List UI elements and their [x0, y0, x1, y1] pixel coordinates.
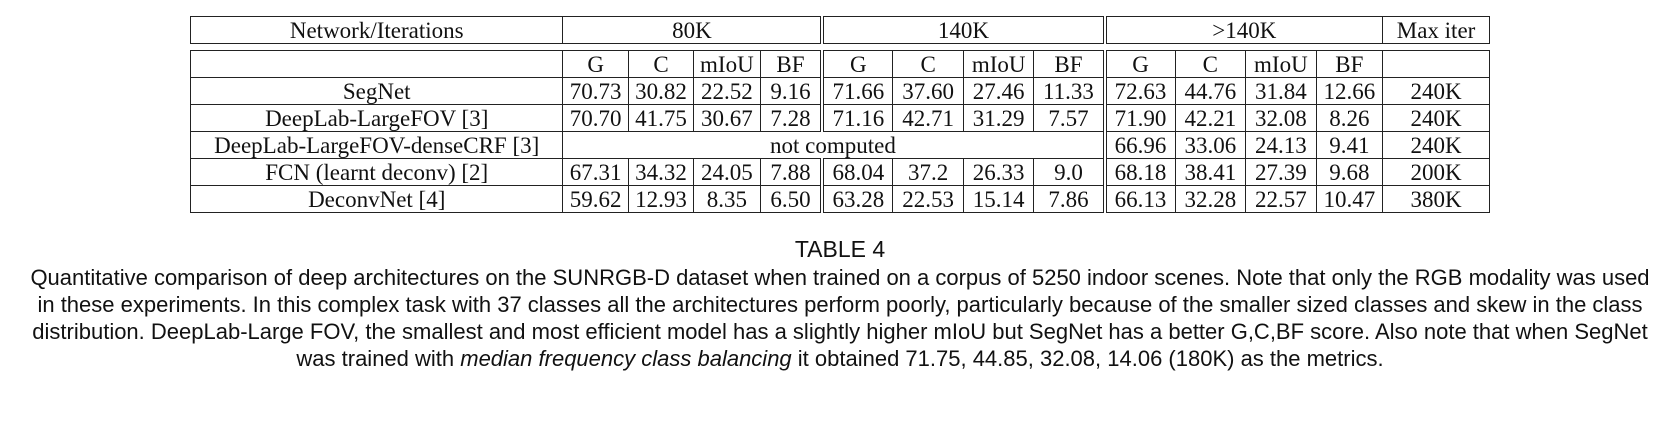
group-header-80k: 80K [562, 16, 823, 44]
cell: 7.88 [759, 158, 823, 186]
cell: 31.84 [1245, 77, 1317, 105]
cell: 9.68 [1315, 158, 1384, 186]
cell: 22.53 [892, 185, 964, 213]
table-row: SegNet 70.73 30.82 22.52 9.16 71.66 37.6… [189, 77, 1490, 105]
cell: 70.73 [562, 77, 629, 105]
cell: 6.50 [759, 185, 823, 213]
cell: 7.86 [1033, 185, 1105, 213]
table-row: DeepLab-LargeFOV [3] 70.70 41.75 30.67 7… [189, 104, 1490, 132]
cell: 68.04 [820, 158, 894, 186]
table-row: FCN (learnt deconv) [2] 67.31 34.32 24.0… [189, 158, 1490, 186]
cell: 10.47 [1315, 185, 1384, 213]
sub-header-c: C [892, 50, 964, 78]
cell: 38.41 [1174, 158, 1247, 186]
sub-header-empty [189, 50, 564, 78]
caption-text: Quantitative comparison of deep architec… [30, 265, 1649, 371]
caption-text-part: it obtained 71.75, 44.85, 32.08, 14.06 (… [791, 346, 1384, 371]
cell: 15.14 [962, 185, 1035, 213]
sub-header-miou: mIoU [962, 50, 1035, 78]
cell: 30.82 [627, 77, 695, 105]
sub-header-c: C [627, 50, 695, 78]
cell: 33.06 [1174, 131, 1247, 159]
header-gap [191, 44, 1490, 51]
cell: 9.41 [1315, 131, 1384, 159]
cell-max-iter: 200K [1382, 158, 1490, 186]
cell: 67.31 [562, 158, 629, 186]
cell: 66.13 [1102, 185, 1176, 213]
table-number: TABLE 4 [794, 236, 886, 262]
sub-header-row: G C mIoU BF G C mIoU BF G C mIoU BF [189, 50, 1490, 78]
table-row: DeconvNet [4] 59.62 12.93 8.35 6.50 63.2… [189, 185, 1490, 213]
row-network-name: DeconvNet [4] [189, 185, 564, 213]
sub-header-g: G [820, 50, 894, 78]
sub-header-g: G [1102, 50, 1176, 78]
cell: 42.21 [1174, 104, 1247, 132]
cell: 7.28 [759, 104, 823, 132]
sub-header-bf: BF [1033, 50, 1105, 78]
cell: 8.26 [1315, 104, 1384, 132]
max-iter-header: Max iter [1382, 16, 1490, 44]
cell: 32.08 [1245, 104, 1317, 132]
cell: 27.39 [1245, 158, 1317, 186]
cell: 34.32 [627, 158, 695, 186]
cell: 9.16 [759, 77, 823, 105]
cell: 37.2 [892, 158, 964, 186]
cell: 44.76 [1174, 77, 1247, 105]
cell: 37.60 [892, 77, 964, 105]
cell: 32.28 [1174, 185, 1247, 213]
sub-header-bf: BF [1315, 50, 1384, 78]
sub-header-miou: mIoU [1245, 50, 1317, 78]
cell: 12.93 [627, 185, 695, 213]
cell: 8.35 [693, 185, 761, 213]
cell: 9.0 [1033, 158, 1105, 186]
cell: 72.63 [1102, 77, 1176, 105]
cell: 41.75 [627, 104, 695, 132]
cell: 12.66 [1315, 77, 1384, 105]
cell: 30.67 [693, 104, 761, 132]
sub-header-g: G [562, 50, 629, 78]
group-header-over-140k: >140K [1102, 16, 1384, 44]
cell: 42.71 [892, 104, 964, 132]
row-network-name: DeepLab-LargeFOV-denseCRF [3] [189, 131, 564, 159]
results-table: Network/Iterations 80K 140K >140K Max it… [189, 16, 1490, 213]
cell: 31.29 [962, 104, 1035, 132]
cell: 24.13 [1245, 131, 1317, 159]
cell: 66.96 [1102, 131, 1176, 159]
cell: 7.57 [1033, 104, 1105, 132]
results-table-container: Network/Iterations 80K 140K >140K Max it… [189, 16, 1490, 213]
cell-max-iter: 240K [1382, 131, 1490, 159]
cell: 24.05 [693, 158, 761, 186]
cell: 22.57 [1245, 185, 1317, 213]
cell: 71.66 [820, 77, 894, 105]
cell: 26.33 [962, 158, 1035, 186]
caption-text-part: Quantitative comparison of deep architec… [30, 265, 1650, 371]
row-network-name: SegNet [189, 77, 564, 105]
caption-emphasis: median frequency class balancing [460, 346, 792, 371]
sub-header-miou: mIoU [693, 50, 761, 78]
cell-not-computed: not computed [562, 131, 1105, 159]
cell: 27.46 [962, 77, 1035, 105]
network-iterations-header: Network/Iterations [189, 16, 564, 44]
cell: 71.16 [820, 104, 894, 132]
cell: 59.62 [562, 185, 629, 213]
sub-header-c: C [1174, 50, 1247, 78]
row-network-name: FCN (learnt deconv) [2] [189, 158, 564, 186]
table-row: DeepLab-LargeFOV-denseCRF [3] not comput… [189, 131, 1490, 159]
row-network-name: DeepLab-LargeFOV [3] [189, 104, 564, 132]
sub-header-bf: BF [759, 50, 823, 78]
group-header-row: Network/Iterations 80K 140K >140K Max it… [189, 16, 1490, 44]
cell: 63.28 [820, 185, 894, 213]
sub-header-empty [1382, 50, 1490, 78]
cell-max-iter: 380K [1382, 185, 1490, 213]
cell: 68.18 [1102, 158, 1176, 186]
group-header-140k: 140K [820, 16, 1106, 44]
table-caption: TABLE 4 Quantitative comparison of deep … [20, 236, 1660, 372]
cell: 11.33 [1033, 77, 1105, 105]
cell: 22.52 [693, 77, 761, 105]
cell: 70.70 [562, 104, 629, 132]
cell-max-iter: 240K [1382, 77, 1490, 105]
cell: 71.90 [1102, 104, 1176, 132]
cell-max-iter: 240K [1382, 104, 1490, 132]
